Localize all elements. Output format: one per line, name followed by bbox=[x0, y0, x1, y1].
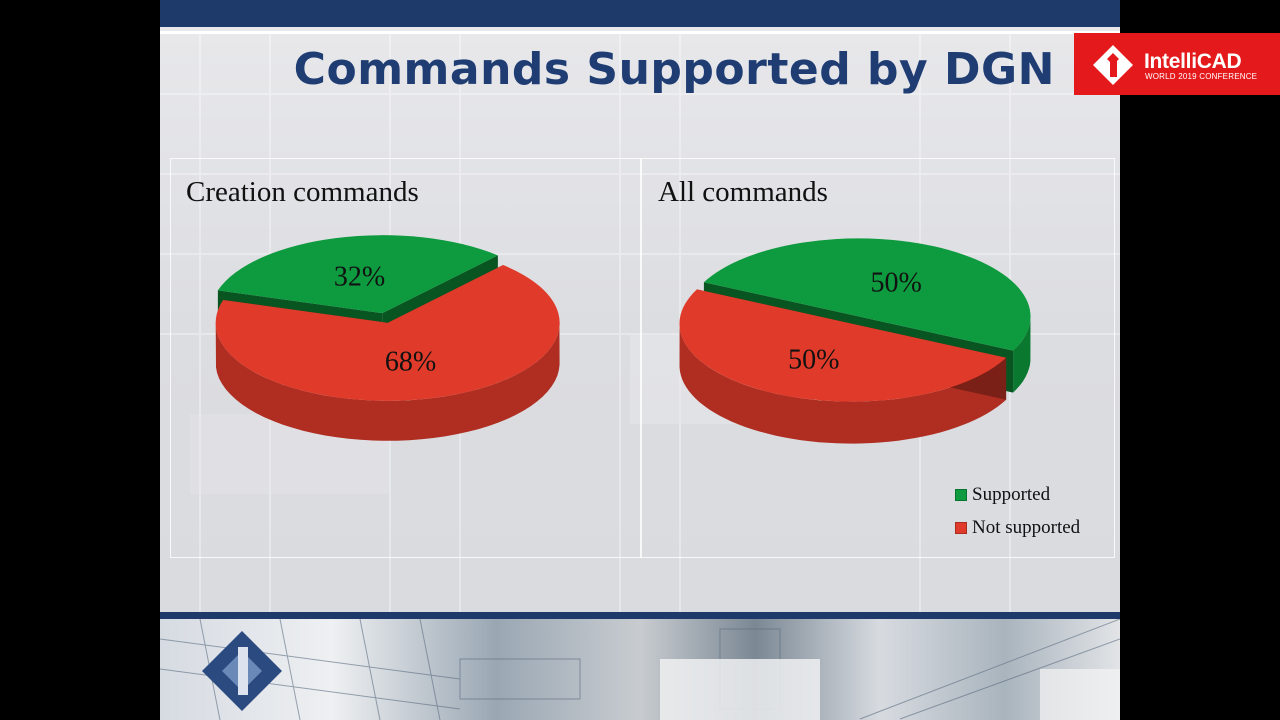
logo-subtitle: WORLD 2019 CONFERENCE bbox=[1145, 72, 1258, 81]
top-bar bbox=[160, 0, 1120, 27]
pie-1-label-0: 50% bbox=[871, 267, 922, 298]
legend-label-not-supported: Not supported bbox=[972, 516, 1081, 538]
bottom-bar bbox=[160, 612, 1120, 619]
pie-0: 32% 68% bbox=[215, 235, 560, 441]
legend-swatch-not-supported bbox=[955, 521, 967, 534]
footer-blueprint bbox=[160, 619, 1120, 720]
intellicad-diamond-icon bbox=[202, 631, 282, 711]
legend-item-not-supported: Not supported bbox=[955, 511, 1080, 544]
pie-0-side-1 bbox=[215, 265, 560, 441]
legend-swatch-supported bbox=[955, 488, 967, 501]
chart-title-creation: Creation commands bbox=[186, 176, 419, 208]
pie-0-slice-not-supported bbox=[215, 265, 560, 401]
intellicad-logo: IntelliCAD WORLD 2019 CONFERENCE bbox=[1074, 33, 1280, 95]
pie-0-label-1: 68% bbox=[385, 346, 436, 377]
footer-photo-strip bbox=[160, 619, 1120, 720]
pie-1-slice-not-supported bbox=[679, 289, 1007, 402]
pie-1-slice-supported bbox=[703, 238, 1031, 351]
chart-area-left bbox=[170, 158, 642, 558]
pie-1-side-1 bbox=[679, 289, 1007, 444]
logo-name: IntelliCAD bbox=[1144, 50, 1242, 73]
pie-0-label-0: 32% bbox=[334, 262, 385, 293]
pie-1: 50% 50% bbox=[679, 238, 1031, 444]
pie-1-label-1: 50% bbox=[788, 345, 839, 376]
chart-title-all: All commands bbox=[658, 176, 828, 208]
intellicad-logo-icon bbox=[1093, 45, 1133, 85]
chart-area-right bbox=[640, 158, 1115, 558]
legend-item-supported: Supported bbox=[955, 478, 1080, 511]
legend-label-supported: Supported bbox=[972, 483, 1051, 505]
slide-title: Commands Supported by DGN bbox=[293, 44, 1055, 95]
pie-0-slice-supported bbox=[217, 235, 498, 314]
chart-legend: Supported Not supported bbox=[955, 478, 1080, 544]
pie-charts: 32% 68% 50% 50% bbox=[215, 235, 1031, 444]
slide: Commands Supported by DGN Creation comma… bbox=[160, 0, 1120, 720]
top-divider bbox=[160, 31, 1120, 34]
